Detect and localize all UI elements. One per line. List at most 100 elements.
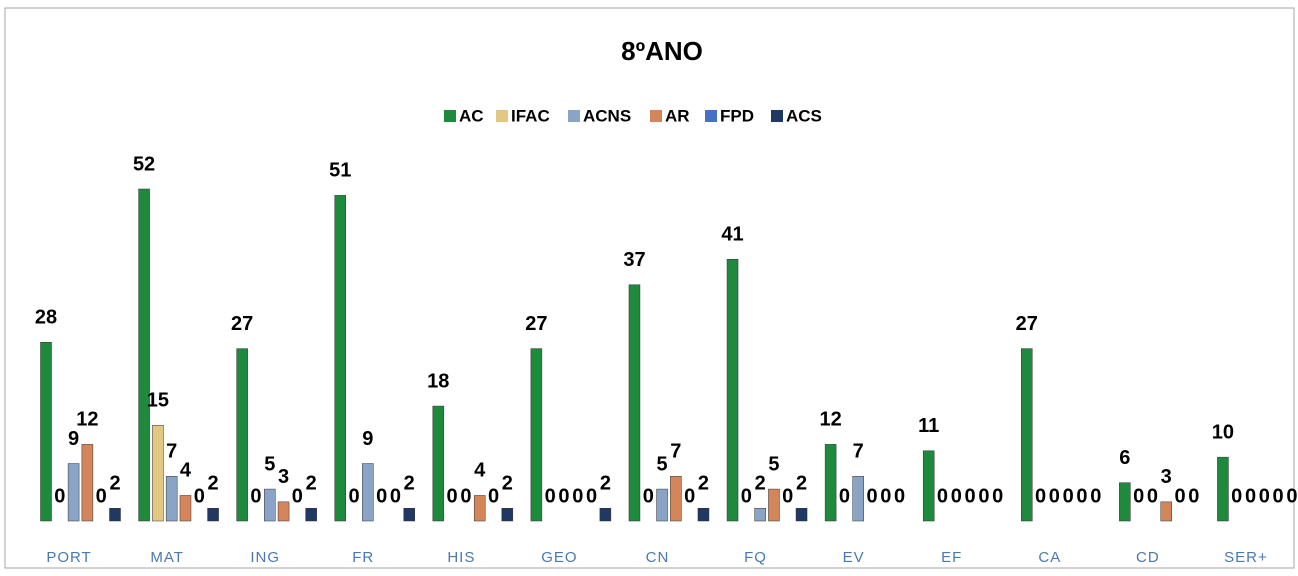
value-label: 10 <box>1212 421 1234 443</box>
legend-swatch <box>771 110 783 122</box>
value-label: 0 <box>292 485 303 507</box>
value-label: 0 <box>1035 485 1046 507</box>
bar <box>726 258 739 522</box>
value-label: 11 <box>918 415 939 437</box>
bar <box>656 488 668 522</box>
value-label: 0 <box>1076 485 1087 507</box>
value-label: 0 <box>880 485 891 507</box>
x-tick-label: FQ <box>744 549 767 566</box>
bar <box>1119 482 1131 522</box>
value-label: 0 <box>684 485 695 507</box>
value-label: 0 <box>558 485 569 507</box>
value-label: 0 <box>1273 485 1284 507</box>
value-label: 0 <box>839 485 850 507</box>
bar <box>1021 348 1033 522</box>
bar <box>670 476 682 522</box>
bar <box>67 463 80 522</box>
bar <box>305 507 317 522</box>
value-label: 9 <box>362 428 373 450</box>
value-label: 5 <box>768 453 779 475</box>
chart-border <box>4 7 1295 569</box>
value-label: 2 <box>755 473 766 495</box>
legend-swatch <box>444 110 456 122</box>
value-label: 2 <box>502 473 513 495</box>
x-tick-label: CD <box>1136 549 1160 566</box>
bar <box>473 495 486 522</box>
bar <box>697 507 710 522</box>
legend-swatch <box>496 110 508 122</box>
x-tick-label: GEO <box>541 549 577 566</box>
bar <box>403 507 415 522</box>
bar <box>1160 501 1172 522</box>
x-tick-label: HIS <box>447 549 475 566</box>
x-tick-label: EF <box>941 549 962 566</box>
value-label: 0 <box>376 485 387 507</box>
legend-swatch <box>650 110 662 122</box>
value-label: 0 <box>1133 485 1144 507</box>
bar <box>768 488 780 522</box>
value-label: 0 <box>1147 485 1158 507</box>
legend-swatch <box>568 110 580 122</box>
value-label: 37 <box>623 249 645 271</box>
value-label: 2 <box>109 473 120 495</box>
value-label: 0 <box>1188 485 1199 507</box>
bar <box>165 476 178 522</box>
value-label: 27 <box>1016 313 1038 335</box>
value-label: 2 <box>600 473 611 495</box>
value-label: 0 <box>1174 485 1185 507</box>
value-label: 28 <box>35 307 57 329</box>
legend-label: FPD <box>720 106 754 125</box>
bar <box>824 444 837 522</box>
bar <box>599 507 612 522</box>
value-label: 0 <box>741 485 752 507</box>
x-tick-label: SER+ <box>1224 549 1268 566</box>
value-label: 0 <box>348 485 359 507</box>
value-label: 0 <box>937 485 948 507</box>
bar <box>40 341 52 522</box>
value-label: 12 <box>819 409 841 431</box>
bar <box>138 188 150 522</box>
value-label: 6 <box>1119 447 1130 469</box>
value-label: 0 <box>643 485 654 507</box>
value-label: 4 <box>180 460 192 482</box>
chart-title: 8ºANO <box>621 36 703 66</box>
value-label: 0 <box>460 485 471 507</box>
bar <box>207 507 219 522</box>
value-label: 2 <box>306 473 317 495</box>
value-label: 41 <box>721 224 743 246</box>
bar <box>334 195 346 522</box>
legend-label: IFAC <box>511 106 550 125</box>
bar <box>501 507 514 522</box>
legend-label: AC <box>459 106 484 125</box>
value-label: 0 <box>951 485 962 507</box>
value-label: 27 <box>525 313 547 335</box>
bar <box>1217 456 1229 522</box>
value-label: 7 <box>670 441 681 463</box>
bar <box>922 450 935 522</box>
value-label: 0 <box>447 485 458 507</box>
value-label: 18 <box>427 370 449 392</box>
legend-swatch <box>705 110 717 122</box>
x-tick-label: PORT <box>46 549 91 566</box>
value-label: 0 <box>1259 485 1270 507</box>
value-label: 9 <box>68 428 79 450</box>
bar <box>277 501 290 522</box>
x-tick-label: CN <box>646 549 670 566</box>
value-label: 0 <box>250 485 261 507</box>
value-label: 0 <box>978 485 989 507</box>
bar <box>432 405 445 522</box>
legend-label: ACNS <box>583 106 631 125</box>
value-label: 7 <box>166 441 177 463</box>
value-label: 2 <box>698 473 709 495</box>
value-label: 5 <box>264 453 275 475</box>
value-label: 2 <box>404 473 415 495</box>
value-label: 3 <box>1161 466 1172 488</box>
legend-label: ACS <box>786 106 822 125</box>
bar <box>109 507 121 522</box>
value-label: 27 <box>231 313 253 335</box>
value-label: 0 <box>894 485 905 507</box>
x-tick-label: FR <box>352 549 374 566</box>
value-label: 0 <box>54 485 65 507</box>
value-label: 2 <box>208 473 219 495</box>
